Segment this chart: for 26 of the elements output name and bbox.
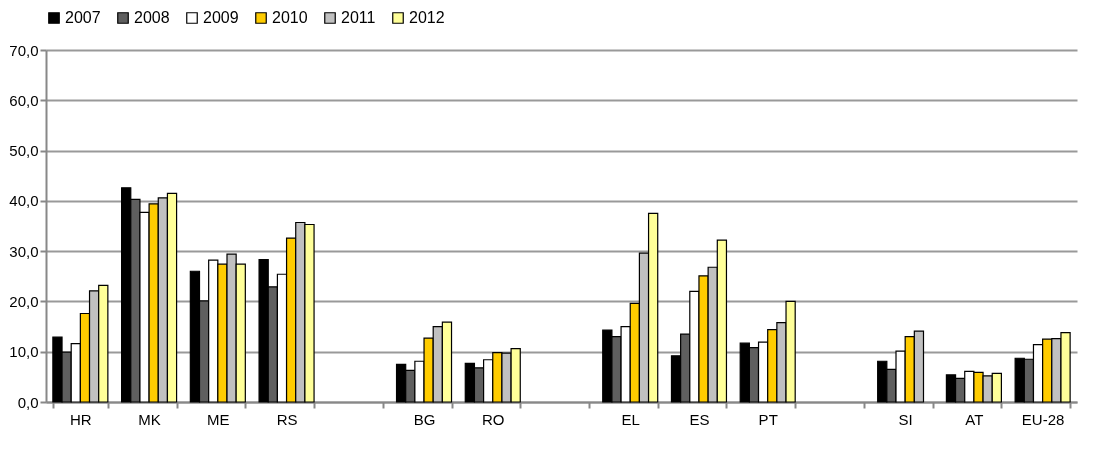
y-tick-label: 60,0 (9, 91, 39, 109)
y-tick-label: 40,0 (9, 192, 39, 210)
x-tick-label: ME (207, 410, 230, 428)
legend-label: 2012 (409, 9, 445, 26)
legend-label: 2011 (341, 9, 376, 26)
x-tick-label: SI (898, 410, 913, 428)
y-tick-label: 10,0 (9, 343, 39, 361)
x-tick-label: MK (138, 410, 161, 428)
x-tick-label: EL (621, 410, 640, 428)
x-tick-label: RO (482, 410, 505, 428)
y-tick-label: 30,0 (9, 242, 39, 260)
y-tick-label: 20,0 (9, 292, 39, 310)
x-tick-label: PT (758, 410, 778, 428)
legend-label: 2009 (203, 9, 239, 26)
y-tick-label: 70,0 (9, 41, 39, 59)
legend-label: 2008 (134, 9, 170, 26)
x-tick-label: AT (965, 410, 984, 428)
y-tick-label: 0,0 (17, 393, 39, 411)
legend-label: 2010 (272, 9, 308, 26)
x-tick-label: RS (276, 410, 298, 428)
x-tick-label: ES (689, 410, 710, 428)
y-tick-label: 50,0 (9, 142, 39, 160)
x-tick-label: EU-28 (1021, 410, 1065, 428)
x-tick-label: BG (413, 410, 436, 428)
legend-label: 2007 (65, 9, 101, 26)
x-tick-label: HR (70, 410, 92, 428)
